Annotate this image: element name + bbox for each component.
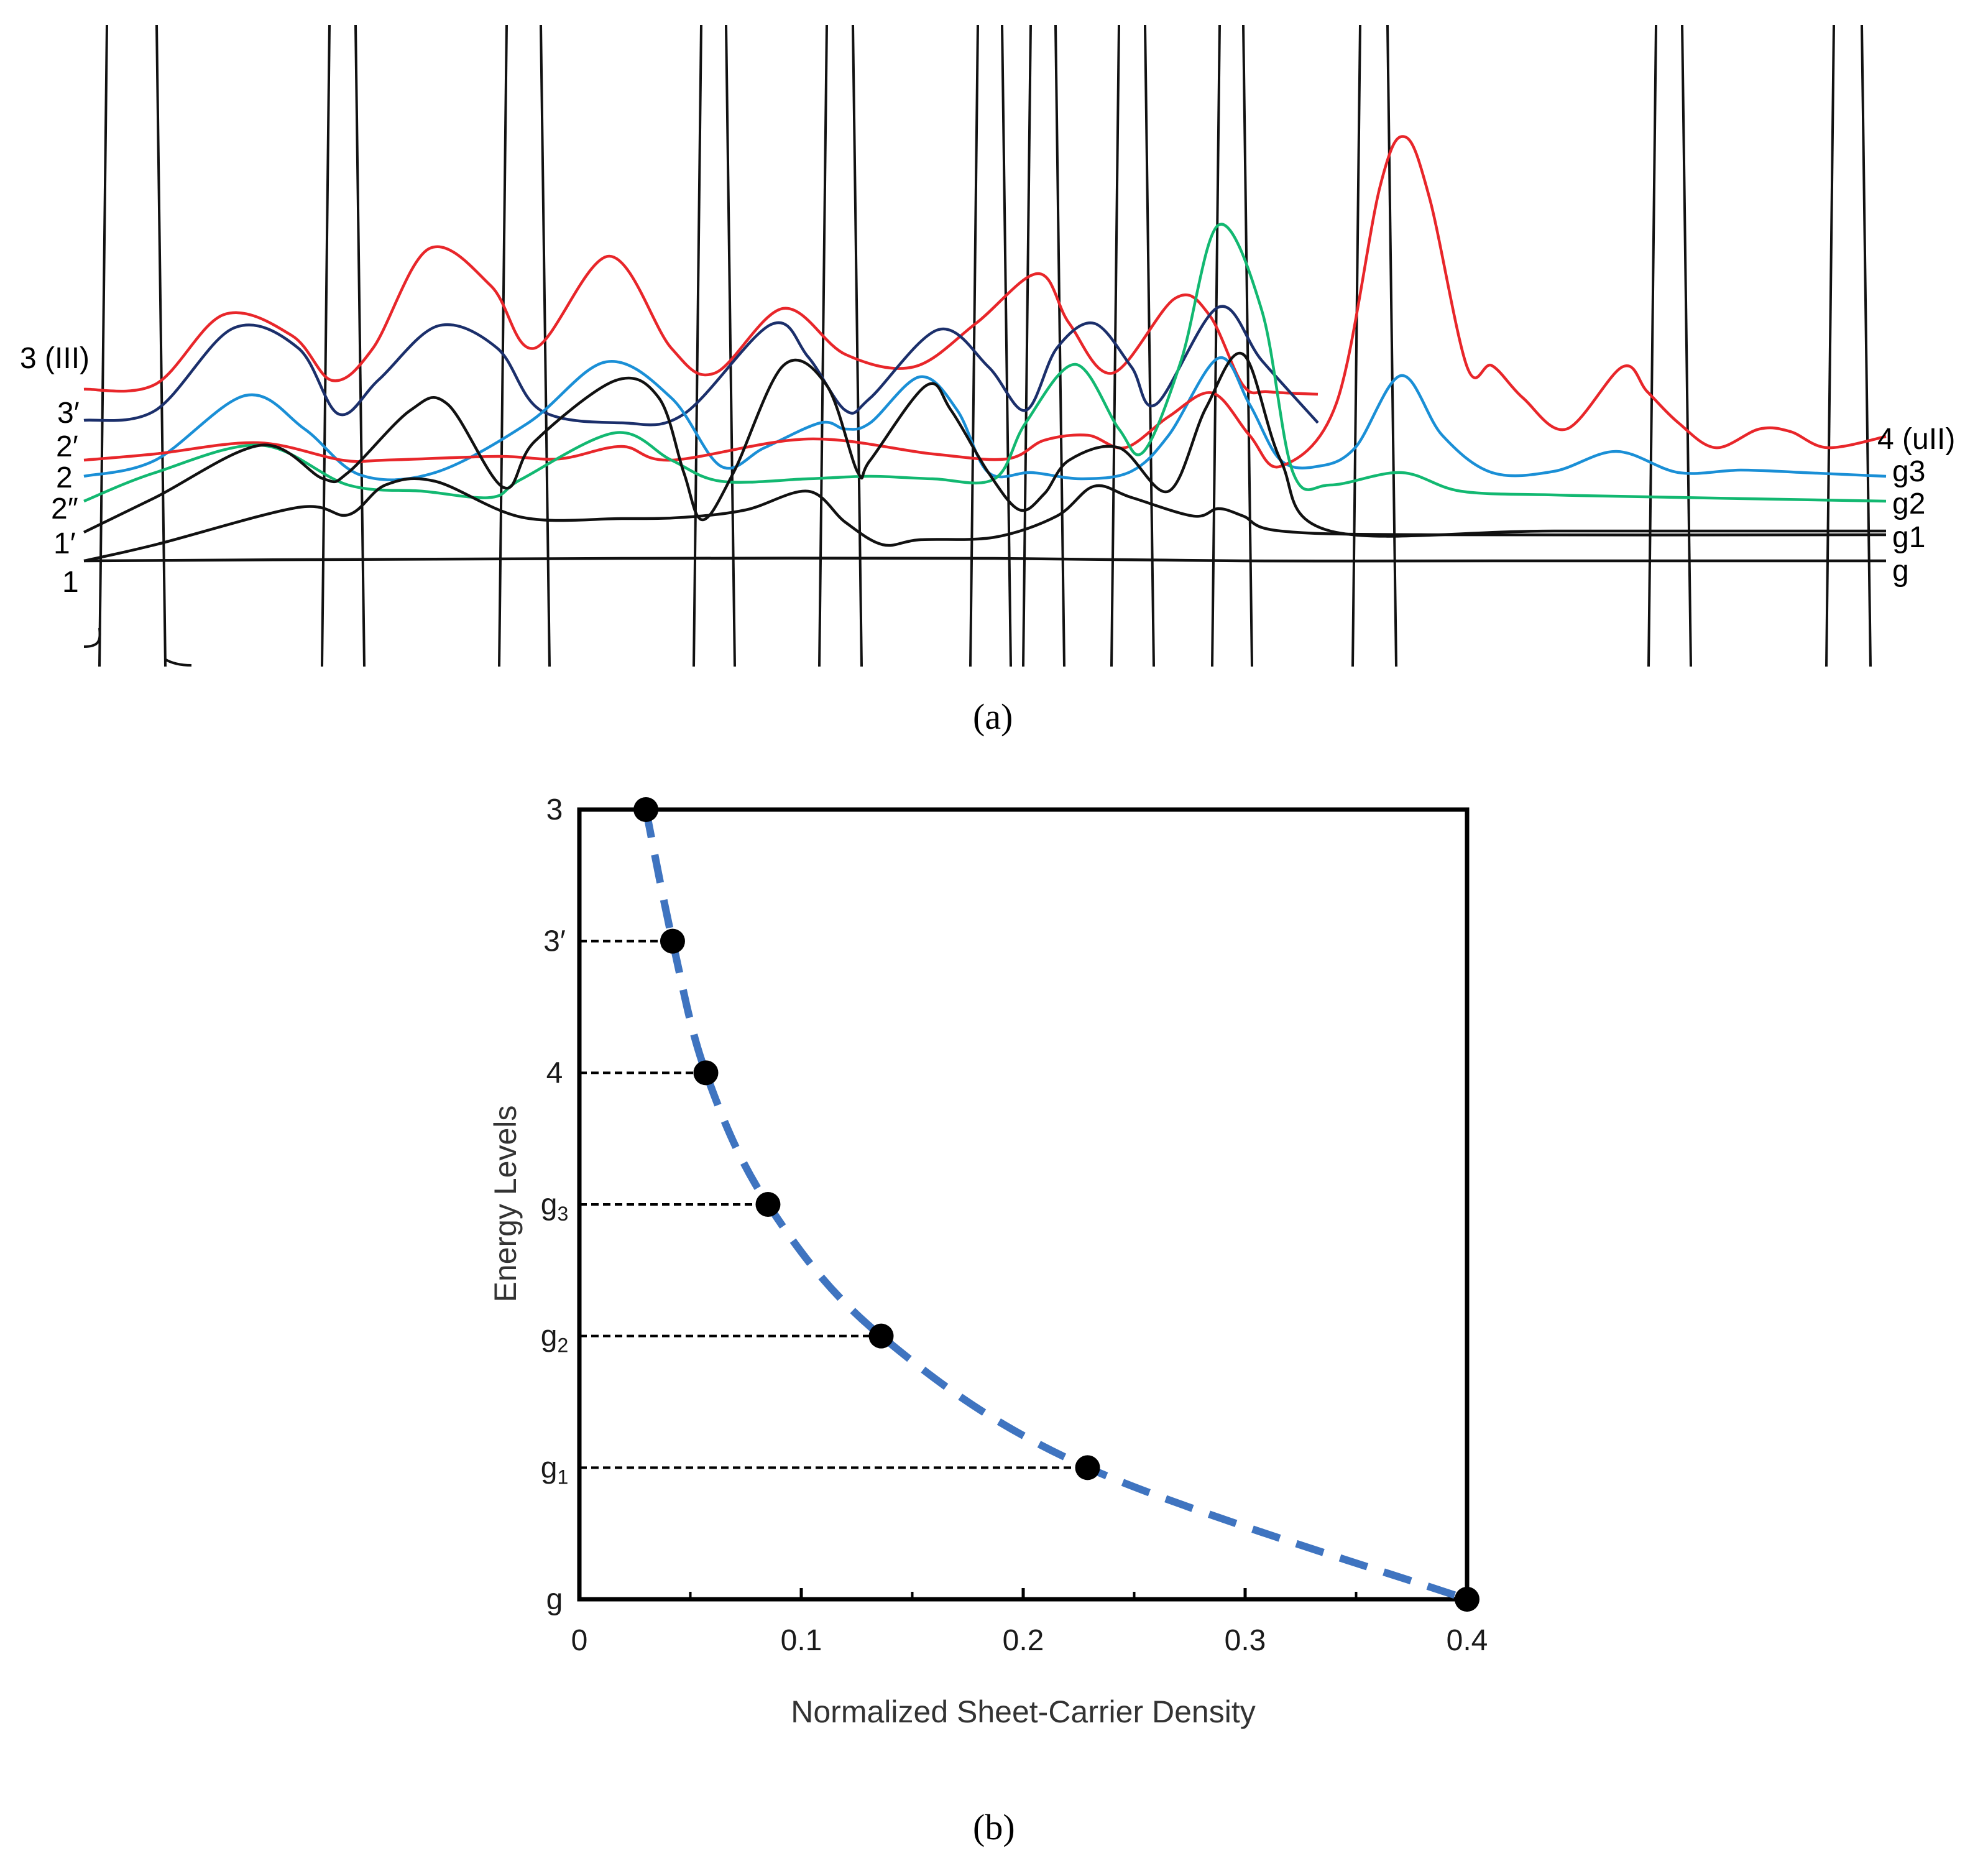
data-point (1075, 1455, 1100, 1480)
caption-b: (b) (973, 1807, 1015, 1847)
label-4-uII: 4 (uII) (1877, 423, 1955, 456)
panel-b-chart: 0 0.1 0.2 0.3 0.4 3 3′ 4 g3 g2 g1 g Normalized She… (488, 793, 1488, 1847)
barrier-foot (83, 627, 101, 648)
y-axis-categories: 3 3′ 4 g3 g2 g1 g (541, 793, 569, 1616)
data-point (693, 1060, 719, 1086)
x-tick-label: 0 (571, 1624, 588, 1657)
data-point (755, 1192, 781, 1217)
label-g2: g2 (1892, 487, 1925, 520)
label-3-prime: 3′ (57, 397, 80, 430)
y-axis-title: Energy Levels (488, 1106, 523, 1303)
barrier-edge (1211, 24, 1221, 667)
y-category-label: 3′ (543, 925, 566, 958)
barrier-edge (1825, 24, 1835, 667)
wavefunction-curve (83, 245, 1318, 396)
data-point (1455, 1587, 1479, 1612)
panel-a-diagram: 3 (III) 3′ 2′ 2 2″ 1′ 1 4 (uII) g3 g2 g1… (20, 24, 1955, 737)
x-tick-label: 0.3 (1225, 1624, 1266, 1657)
x-axis-title: Normalized Sheet-Carrier Density (791, 1694, 1255, 1729)
label-1-prime: 1′ (53, 527, 76, 560)
potential-profile (83, 24, 1872, 667)
wavefunction-curve (83, 351, 1886, 538)
wavefunction-curve (83, 135, 1887, 469)
wavefunctions (83, 135, 1887, 563)
barrier-edge (1386, 24, 1397, 667)
wavefunction-curve (83, 356, 1887, 481)
barrier-edge (852, 24, 863, 667)
wavefunction-curve (83, 477, 1887, 563)
wavefunction-curve (83, 305, 1319, 427)
y-category-label: g2 (541, 1320, 569, 1357)
x-tick-label: 0.4 (1447, 1624, 1488, 1657)
caption-a: (a) (973, 696, 1013, 737)
y-category-label: g1 (541, 1451, 569, 1488)
barrier-edge (321, 24, 331, 667)
barrier-edge (540, 24, 551, 667)
barrier-edge (725, 24, 736, 667)
data-points (633, 797, 1479, 1612)
barrier-edge (1022, 24, 1032, 667)
label-2-dprime: 2″ (51, 492, 78, 525)
data-point (868, 1323, 894, 1349)
barrier-edge (1144, 24, 1155, 667)
barrier-edge (498, 24, 508, 667)
barrier-edge (1681, 24, 1692, 667)
barrier-edge (693, 24, 702, 667)
barrier-edge (1647, 24, 1657, 667)
label-g: g (1892, 555, 1909, 588)
barrier-edge (1861, 24, 1872, 667)
y-category-label: g (546, 1583, 563, 1616)
wavefunction-curve (83, 557, 1886, 563)
x-tick-label: 0.1 (781, 1624, 822, 1657)
data-point (633, 797, 659, 822)
data-point (660, 928, 685, 954)
y-category-label: g3 (541, 1188, 569, 1225)
barrier-edge (354, 24, 366, 667)
x-axis-ticks: 0 0.1 0.2 0.3 0.4 (571, 1588, 1488, 1657)
label-2: 2 (56, 461, 73, 494)
label-1: 1 (62, 566, 79, 599)
barrier-edge (98, 24, 108, 667)
y-category-label: 3 (546, 793, 563, 826)
barrier-edge (969, 24, 979, 667)
dashed-guides (579, 940, 1088, 1469)
wavefunction-curve (83, 223, 1887, 503)
label-3-III: 3 (III) (20, 342, 90, 375)
y-category-label: 4 (546, 1056, 563, 1089)
fit-curve (642, 808, 1468, 1603)
barrier-edge (1351, 24, 1361, 667)
x-tick-label: 0.2 (1003, 1624, 1044, 1657)
barrier-edge (155, 24, 167, 667)
label-2-prime: 2′ (56, 430, 78, 463)
barrier-edge (818, 24, 828, 667)
label-g3: g3 (1892, 455, 1925, 488)
barrier-edge (1001, 24, 1012, 667)
label-g1: g1 (1892, 521, 1925, 554)
barrier-foot (163, 658, 192, 667)
